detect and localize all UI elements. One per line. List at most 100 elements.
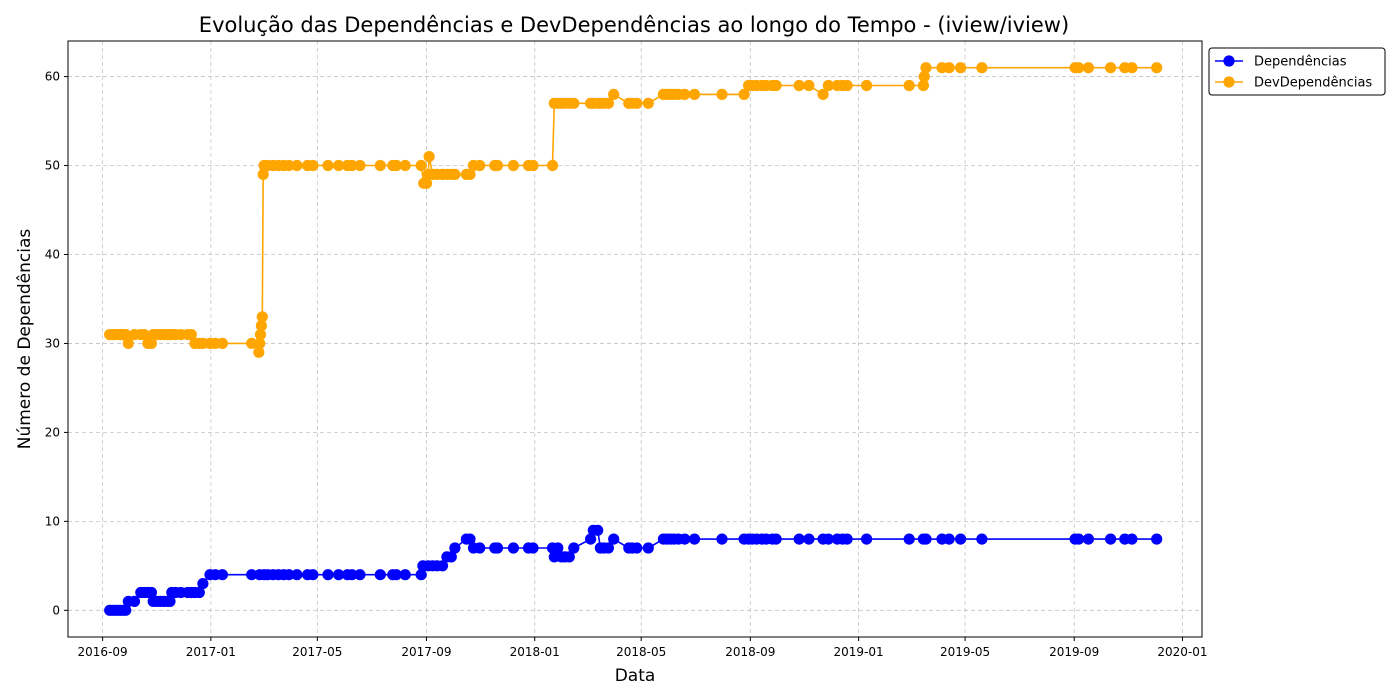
series-devdependencias <box>104 62 1163 358</box>
data-point <box>474 159 486 172</box>
data-point <box>527 542 539 554</box>
data-point <box>257 168 269 180</box>
data-point <box>903 533 915 545</box>
data-point <box>374 569 386 581</box>
x-tick-label: 2020-01 <box>1157 645 1207 659</box>
data-point <box>145 337 157 349</box>
data-point <box>602 542 615 554</box>
y-tick-label: 0 <box>52 603 60 617</box>
x-tick-label: 2018-05 <box>616 645 666 659</box>
data-point <box>527 159 539 172</box>
data-point <box>688 533 701 545</box>
data-point <box>1105 533 1117 545</box>
plot-area-frame <box>67 40 1203 638</box>
y-axis-title: Número de Dependências <box>15 229 35 450</box>
data-point <box>216 337 228 349</box>
data-point <box>976 533 988 545</box>
data-point <box>592 524 604 536</box>
data-point <box>688 88 701 100</box>
data-point <box>291 569 303 581</box>
x-tick-label: 2019-09 <box>1049 645 1099 659</box>
data-point <box>346 159 358 172</box>
data-point <box>822 79 835 92</box>
data-point <box>841 79 853 92</box>
data-point <box>1126 533 1138 545</box>
data-point <box>390 159 402 172</box>
data-point <box>608 533 620 545</box>
x-tick-label: 2017-05 <box>292 645 342 659</box>
data-point <box>254 337 266 349</box>
data-point <box>291 159 303 172</box>
data-point <box>1105 62 1117 74</box>
data-point <box>631 542 643 554</box>
data-point <box>423 151 435 163</box>
data-point <box>449 542 461 554</box>
x-tick-label: 2019-05 <box>940 645 990 659</box>
data-point <box>333 159 345 172</box>
data-point <box>254 329 267 341</box>
data-point <box>1151 533 1163 545</box>
data-point <box>415 569 427 581</box>
data-point <box>817 88 829 100</box>
x-tick-label: 2018-09 <box>725 645 775 659</box>
data-point <box>1082 62 1094 74</box>
data-point <box>399 569 411 581</box>
data-point <box>770 79 782 92</box>
legend-label: Dependências <box>1254 55 1347 70</box>
data-point <box>491 542 504 554</box>
data-point <box>955 533 967 545</box>
data-point <box>976 62 988 74</box>
data-point <box>354 569 366 581</box>
data-point <box>507 542 519 554</box>
data-point <box>770 533 782 545</box>
data-point <box>185 329 197 341</box>
data-point <box>608 88 620 100</box>
data-point <box>346 569 358 581</box>
y-tick-label: 10 <box>45 514 60 528</box>
data-point <box>793 533 805 545</box>
data-point <box>679 88 691 100</box>
legend-label: DevDependências <box>1254 76 1372 91</box>
ticks: 2016-09 2017-01 2017-05 2017-09 2018-01 2018-… <box>45 70 1208 659</box>
x-tick-label: 2019-01 <box>834 645 884 659</box>
data-point <box>903 79 915 92</box>
data-point <box>861 533 873 545</box>
data-point <box>1082 533 1094 545</box>
data-point <box>568 542 580 554</box>
legend-marker <box>1223 76 1235 88</box>
data-point <box>253 346 265 358</box>
legend-frame <box>1208 47 1386 96</box>
data-point <box>283 159 295 172</box>
data-point <box>841 533 853 545</box>
data-point <box>955 62 967 74</box>
data-point <box>255 320 267 332</box>
data-point <box>322 159 334 172</box>
legend-entries: Dependências DevDependências <box>1215 55 1372 91</box>
data-point <box>585 533 597 545</box>
data-point <box>390 569 402 581</box>
data-point <box>120 604 132 616</box>
data-point <box>464 533 476 545</box>
data-point <box>283 569 295 581</box>
data-point <box>197 578 209 590</box>
data-point <box>120 329 132 341</box>
data-point <box>164 595 176 608</box>
data-point <box>679 533 691 545</box>
x-axis-title: Data <box>615 666 656 686</box>
data-point <box>145 586 157 599</box>
data-point <box>399 159 411 172</box>
data-point <box>793 79 805 92</box>
data-point <box>716 533 728 545</box>
legend-marker <box>1223 55 1235 67</box>
y-tick-label: 30 <box>45 336 60 350</box>
data-point <box>449 168 461 180</box>
data-point <box>642 542 654 554</box>
data-point <box>374 159 386 172</box>
data-point <box>193 586 205 599</box>
data-point <box>642 97 654 109</box>
data-point <box>631 97 643 109</box>
data-point <box>474 542 486 554</box>
data-point <box>122 337 134 349</box>
data-point <box>602 97 615 109</box>
